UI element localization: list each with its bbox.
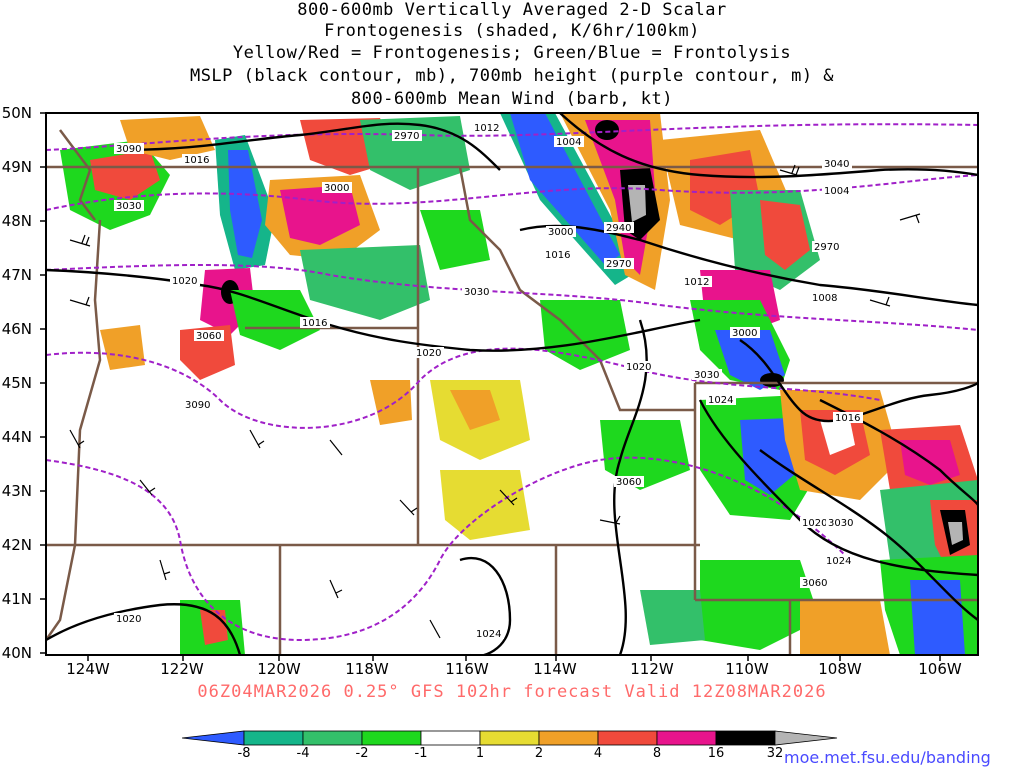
height-label: 3030 xyxy=(694,370,719,381)
title-line-3: Yellow/Red = Frontogenesis; Green/Blue =… xyxy=(232,43,792,63)
lon-label: 114W xyxy=(533,660,577,678)
mslp-label: 1016 xyxy=(545,250,570,261)
tick-marks xyxy=(40,112,941,661)
colorbar-label: 1 xyxy=(475,746,485,761)
mslp-label: 1024 xyxy=(476,629,501,640)
height-label: 2970 xyxy=(814,242,839,253)
height-contours xyxy=(46,123,978,642)
height-label: 2970 xyxy=(606,259,631,270)
colorbar xyxy=(182,730,838,746)
mslp-label: 1008 xyxy=(812,293,837,304)
height-label: 3060 xyxy=(196,331,221,342)
lat-label: 48N xyxy=(1,212,32,230)
lat-label: 50N xyxy=(1,104,32,122)
lat-label: 45N xyxy=(1,374,32,392)
height-label: 3030 xyxy=(464,287,489,298)
height-label: 3000 xyxy=(732,328,757,339)
credit-link[interactable]: moe.met.fsu.edu/banding xyxy=(784,748,991,767)
mslp-label: 1004 xyxy=(556,137,581,148)
map-frame xyxy=(45,112,979,656)
colorbar-segment xyxy=(479,730,540,746)
mslp-label: 1020 xyxy=(116,614,141,625)
colorbar-segment xyxy=(420,730,481,746)
title-line-2: Frontogenesis (shaded, K/6hr/100km) xyxy=(324,21,700,41)
colorbar-segment xyxy=(656,730,717,746)
colorbar-segment xyxy=(302,730,363,746)
height-label: 3040 xyxy=(824,159,849,170)
height-label: 3000 xyxy=(324,183,349,194)
mslp-label: 1020 xyxy=(172,276,197,287)
mslp-label: 1020 xyxy=(802,518,827,529)
colorbar-segment xyxy=(243,730,304,746)
mslp-label: 1016 xyxy=(184,155,209,166)
colorbar-arrow-left xyxy=(182,730,245,746)
mslp-label: 1016 xyxy=(835,413,860,424)
mslp-label: 1016 xyxy=(302,318,327,329)
title-line-4: MSLP (black contour, mb), 700mb height (… xyxy=(189,66,835,86)
colorbar-label: 8 xyxy=(652,746,662,761)
colorbar-segment xyxy=(597,730,658,746)
lat-label: 46N xyxy=(1,320,32,338)
colorbar-segment xyxy=(361,730,422,746)
lon-label: 106W xyxy=(918,660,962,678)
lat-label: 47N xyxy=(1,266,32,284)
lon-label: 124W xyxy=(66,660,110,678)
colorbar-label: -4 xyxy=(296,746,310,761)
lat-label: 49N xyxy=(1,158,32,176)
lon-label: 120W xyxy=(257,660,301,678)
colorbar-label: -2 xyxy=(355,746,369,761)
lon-label: 110W xyxy=(725,660,769,678)
title-line-5: 800-600mb Mean Wind (barb, kt) xyxy=(350,89,674,109)
lat-label: 43N xyxy=(1,482,32,500)
height-label: 3090 xyxy=(116,144,141,155)
mslp-label: 1024 xyxy=(826,556,851,567)
mslp-label: 1020 xyxy=(626,362,651,373)
colorbar-label: 32 xyxy=(766,746,784,761)
mslp-label: 1012 xyxy=(474,123,499,134)
height-label: 3060 xyxy=(802,578,827,589)
height-label: 3030 xyxy=(116,201,141,212)
lon-label: 116W xyxy=(445,660,489,678)
height-label: 3060 xyxy=(616,477,641,488)
mslp-label: 1020 xyxy=(416,348,441,359)
mslp-label: 1024 xyxy=(708,395,733,406)
height-label: 2970 xyxy=(394,131,419,142)
height-label: 3000 xyxy=(548,227,573,238)
colorbar-segment xyxy=(715,730,776,746)
colorbar-label: -8 xyxy=(237,746,251,761)
colorbar-label: 2 xyxy=(534,746,544,761)
colorbar-label: 16 xyxy=(707,746,725,761)
colorbar-label: 4 xyxy=(593,746,603,761)
lat-label: 44N xyxy=(1,428,32,446)
lat-label: 41N xyxy=(1,590,32,608)
lon-label: 122W xyxy=(160,660,204,678)
colorbar-segment xyxy=(538,730,599,746)
lat-label: 42N xyxy=(1,536,32,554)
title-line-1: 800-600mb Vertically Averaged 2-D Scalar xyxy=(297,0,727,20)
mslp-label: 1012 xyxy=(684,277,709,288)
mslp-label: 1004 xyxy=(824,186,849,197)
height-label: 3090 xyxy=(185,400,210,411)
height-label: 2940 xyxy=(606,223,631,234)
contour-labels: 3090 1016 1012 1004 1004 1020 1016 1016 … xyxy=(114,122,863,640)
lon-label: 112W xyxy=(630,660,674,678)
lat-label: 40N xyxy=(1,644,32,662)
lon-label: 118W xyxy=(345,660,389,678)
colorbar-arrow-right xyxy=(774,730,838,746)
height-label: 3030 xyxy=(828,518,853,529)
lon-label: 108W xyxy=(818,660,862,678)
colorbar-label: -1 xyxy=(414,746,428,761)
forecast-valid-subtitle: 06Z04MAR2026 0.25° GFS 102hr forecast Va… xyxy=(197,682,827,702)
wind-barbs xyxy=(69,164,921,639)
